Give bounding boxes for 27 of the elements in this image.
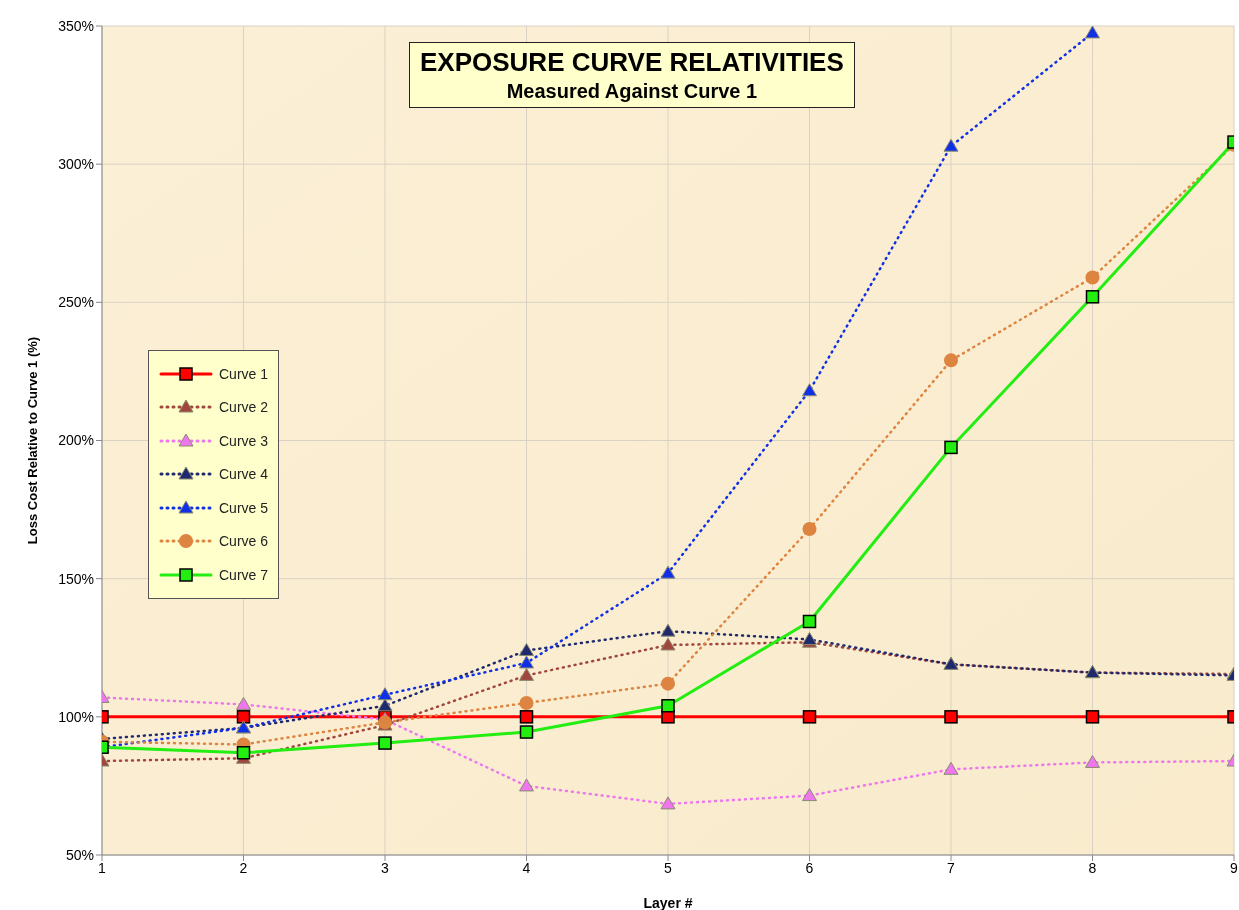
y-tick-label: 50% — [65, 846, 94, 863]
x-tick-label: 7 — [947, 859, 956, 876]
y-tick-label: 200% — [58, 432, 94, 449]
legend-label: Curve 4 — [219, 466, 269, 483]
x-axis-title: Layer # — [643, 895, 693, 910]
y-tick-label: 300% — [58, 156, 94, 173]
x-tick-label: 1 — [98, 859, 107, 876]
x-tick-label: 5 — [664, 859, 673, 876]
legend-label: Curve 6 — [219, 533, 269, 550]
y-tick-label: 250% — [58, 294, 94, 311]
legend-label: Curve 7 — [219, 566, 269, 583]
text: EXPOSURE CURVE RELATIVITIES — [420, 47, 844, 78]
x-tick-label: 3 — [381, 859, 390, 876]
y-tick-label: 350% — [58, 17, 94, 34]
y-axis-title: Loss Cost Relative to Curve 1 (%) — [24, 336, 40, 545]
x-tick-label: 6 — [805, 859, 814, 876]
x-tick-label: 4 — [522, 859, 531, 876]
legend-label: Curve 2 — [219, 399, 269, 416]
legend-label: Curve 5 — [219, 499, 269, 516]
y-tick-label: 100% — [58, 708, 94, 725]
y-tick-label: 150% — [58, 570, 94, 587]
x-tick-label: 9 — [1230, 859, 1239, 876]
text: Measured Against Curve 1 — [505, 80, 759, 103]
x-tick-label: 8 — [1088, 859, 1097, 876]
legend-label: Curve 3 — [219, 432, 269, 449]
legend-label: Curve 1 — [219, 365, 269, 382]
x-tick-label: 2 — [239, 859, 248, 876]
